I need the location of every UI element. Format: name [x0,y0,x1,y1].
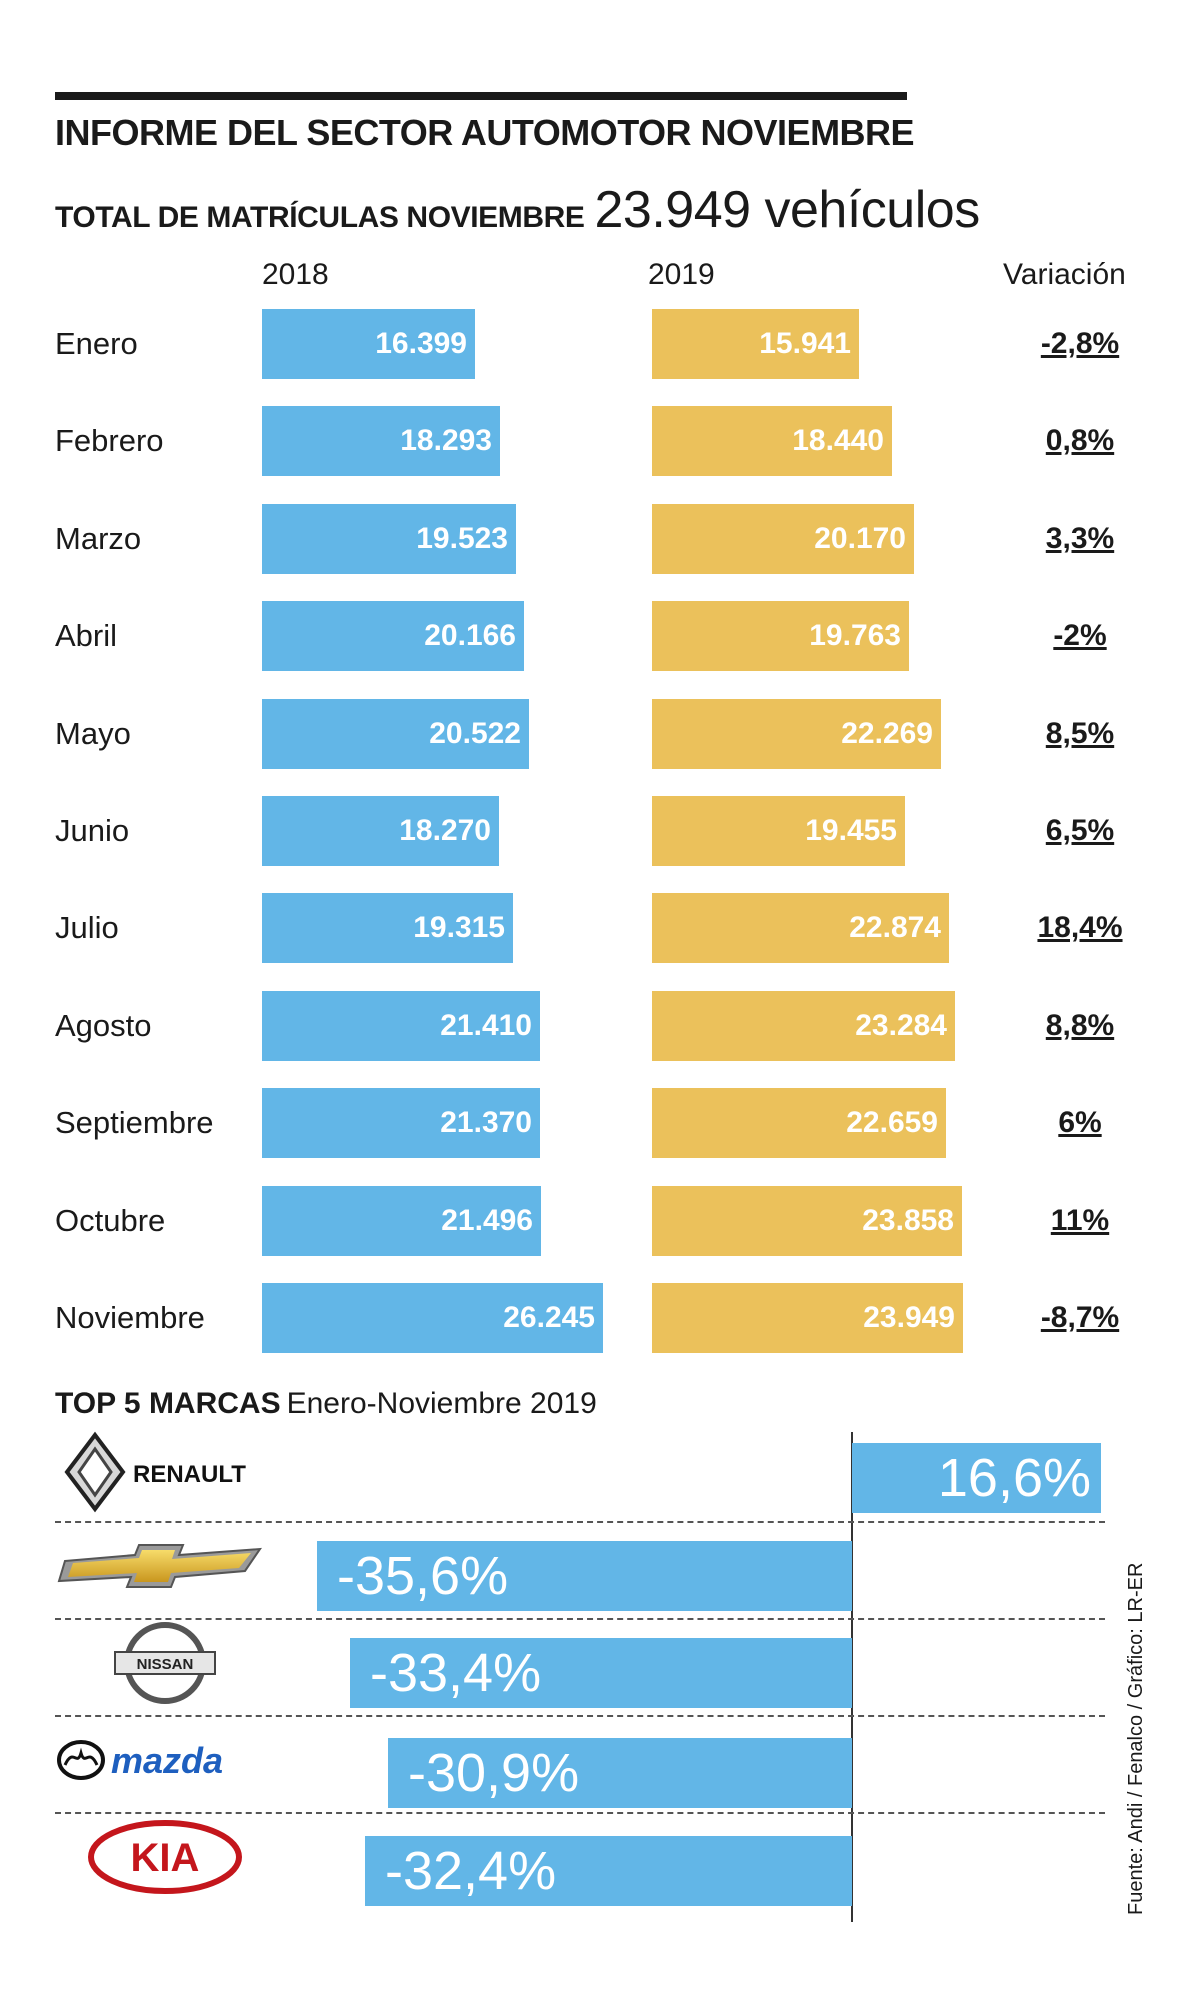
renault-logo: RENAULT [55,1427,285,1517]
brand-bar-nissan: -33,4% [350,1638,852,1708]
variation-value: 6% [1058,1106,1102,1139]
bar-2019: 19.763 [652,601,909,671]
bar-2019: 23.284 [652,991,955,1061]
bar-2019: 23.949 [652,1283,963,1353]
variation-value: 3,3% [1045,522,1115,555]
brand-bar-mazda: -30,9% [388,1738,852,1808]
chevrolet-logo [55,1521,285,1611]
bar-2018: 21.370 [262,1088,540,1158]
month-label: Julio [55,910,119,945]
bar-2019: 22.659 [652,1088,946,1158]
infographic-title: INFORME DEL SECTOR AUTOMOTOR NOVIEMBRE [55,112,915,153]
bar-2019: 15.941 [652,309,859,379]
nissan-logo-text: NISSAN [137,1656,194,1673]
month-label: Junio [55,813,130,848]
column-header-2018: 2018 [262,258,329,291]
month-label: Noviembre [55,1300,205,1335]
bar-2019: 22.874 [652,893,949,963]
month-label: Agosto [55,1008,152,1043]
mazda-logo-text: mazda [111,1740,223,1781]
variation-value: -8,7% [1040,1301,1120,1334]
bar-2018: 21.496 [262,1186,541,1256]
variation-value: 6,5% [1045,814,1115,847]
bar-2018: 16.399 [262,309,475,379]
brand-divider [55,1715,1105,1717]
top-rule [55,92,907,100]
bar-2019: 18.440 [652,406,892,476]
kia-logo-icon: KIA [88,1820,242,1894]
brand-divider [55,1618,1105,1620]
bar-2018: 19.523 [262,504,516,574]
subtitle-total: 23.949 vehículos [594,181,981,239]
variation-value: 11% [1050,1204,1110,1237]
bar-2018: 26.245 [262,1283,603,1353]
variation-value: 8,8% [1045,1009,1115,1042]
column-header-2019: 2019 [648,258,715,291]
bar-2018: 19.315 [262,893,513,963]
month-label: Marzo [55,521,142,556]
top-brands-period: Enero-Noviembre 2019 [286,1387,597,1420]
bar-2019: 19.455 [652,796,905,866]
mazda-logo: mazda [55,1715,285,1805]
mazda-logo-icon: mazda [57,1740,223,1781]
brand-divider [55,1812,1105,1814]
subtitle: TOTAL DE MATRÍCULAS NOVIEMBRE 23.949 vehí… [55,180,980,240]
variation-value: -2,8% [1040,327,1120,360]
bar-2018: 20.166 [262,601,524,671]
nissan-logo: NISSAN [55,1618,285,1708]
variation-value: -2% [1053,619,1107,652]
bar-2018: 20.522 [262,699,529,769]
variation-value: 0,8% [1045,424,1115,457]
kia-logo: KIA [55,1812,285,1902]
brand-divider [55,1521,1105,1523]
nissan-logo-icon: NISSAN [114,1622,216,1704]
bar-2018: 21.410 [262,991,540,1061]
bar-2019: 20.170 [652,504,914,574]
bar-2018: 18.270 [262,796,499,866]
bar-2018: 18.293 [262,406,500,476]
top-brands-title-label: TOP 5 MARCAS [55,1387,281,1420]
month-label: Mayo [55,716,131,751]
zero-axis-line [851,1432,853,1922]
variation-value: 18,4% [1037,911,1123,944]
source-note: Fuente: Andi / Fenalco / Gráfico: LR-ER [1125,1562,1147,1915]
month-label: Abril [55,618,118,653]
subtitle-label: TOTAL DE MATRÍCULAS NOVIEMBRE [55,201,585,234]
brand-bar-renault: 16,6% [852,1443,1101,1513]
chevrolet-bowtie-icon [57,1544,262,1588]
variation-value: 8,5% [1045,717,1115,750]
month-label: Octubre [55,1203,166,1238]
bar-2019: 23.858 [652,1186,962,1256]
bar-2019: 22.269 [652,699,941,769]
renault-diamond-icon: RENAULT [64,1431,246,1513]
kia-logo-text: KIA [131,1836,200,1880]
month-label: Enero [55,326,138,361]
column-header-variation: Variación [1003,258,1126,291]
renault-logo-text: RENAULT [133,1461,246,1488]
month-label: Septiembre [55,1105,214,1140]
month-label: Febrero [55,423,164,458]
top-brands-title: TOP 5 MARCAS Enero-Noviembre 2019 [55,1387,597,1421]
brand-bar-chevrolet: -35,6% [317,1541,852,1611]
brand-bar-kia: -32,4% [365,1836,852,1906]
